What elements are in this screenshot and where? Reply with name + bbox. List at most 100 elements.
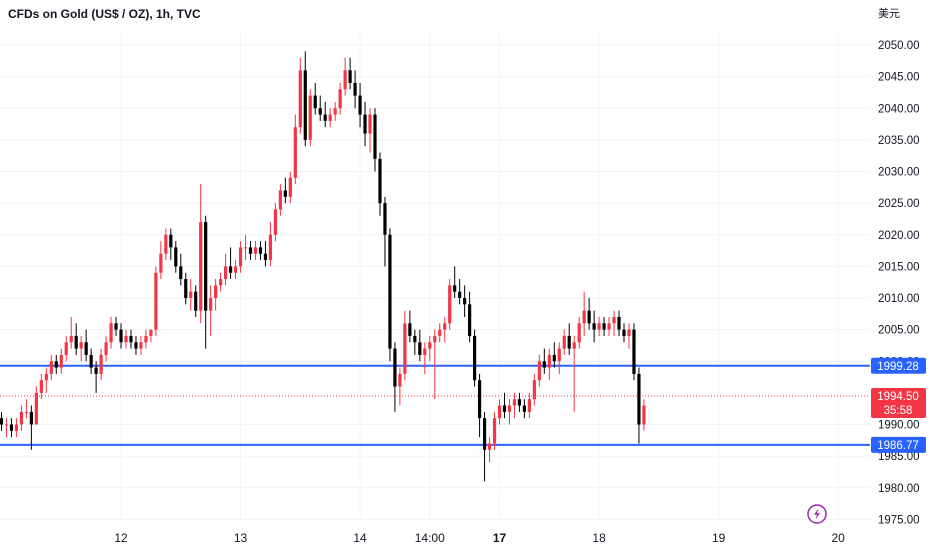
candle[interactable]: [617, 310, 621, 336]
candle[interactable]: [214, 279, 218, 311]
candle[interactable]: [174, 241, 178, 273]
candle[interactable]: [248, 241, 253, 261]
candle[interactable]: [408, 310, 412, 343]
candle[interactable]: [194, 285, 198, 317]
candle[interactable]: [622, 323, 626, 343]
candle[interactable]: [164, 228, 168, 261]
candle[interactable]: [577, 316, 581, 349]
candle[interactable]: [428, 335, 432, 362]
candle[interactable]: [94, 361, 98, 393]
candle[interactable]: [189, 279, 193, 311]
candle[interactable]: [393, 342, 397, 412]
candle[interactable]: [144, 329, 148, 349]
candle[interactable]: [497, 399, 502, 425]
candle[interactable]: [69, 316, 73, 349]
candle[interactable]: [308, 89, 312, 147]
candle[interactable]: [184, 272, 188, 305]
candle[interactable]: [542, 348, 546, 374]
candle[interactable]: [243, 234, 248, 261]
candle[interactable]: [84, 329, 88, 362]
candle[interactable]: [398, 367, 402, 406]
candle[interactable]: [228, 247, 233, 280]
candle[interactable]: [358, 82, 362, 128]
candle[interactable]: [637, 367, 641, 444]
candle[interactable]: [567, 323, 571, 355]
candle[interactable]: [438, 323, 442, 343]
candle[interactable]: [109, 316, 113, 349]
candle[interactable]: [368, 108, 372, 153]
lightning-icon[interactable]: [807, 504, 827, 524]
candle[interactable]: [433, 329, 437, 400]
candle[interactable]: [19, 405, 24, 431]
candle[interactable]: [44, 367, 48, 393]
candle[interactable]: [204, 215, 208, 349]
candle[interactable]: [253, 241, 258, 261]
candle[interactable]: [547, 348, 551, 381]
candle[interactable]: [473, 329, 477, 387]
candle[interactable]: [403, 310, 407, 381]
candle[interactable]: [238, 241, 243, 273]
candle[interactable]: [134, 335, 138, 355]
candle[interactable]: [328, 108, 332, 128]
candle[interactable]: [0, 411, 4, 431]
candle[interactable]: [263, 241, 268, 267]
currency-label[interactable]: 美元: [878, 7, 900, 20]
candle[interactable]: [64, 335, 68, 362]
candle[interactable]: [468, 291, 472, 343]
candle[interactable]: [597, 316, 601, 336]
candle[interactable]: [39, 373, 43, 400]
candle[interactable]: [179, 253, 183, 286]
candle[interactable]: [34, 386, 38, 425]
candle[interactable]: [477, 373, 482, 438]
candle[interactable]: [59, 348, 63, 374]
candle[interactable]: [532, 373, 536, 406]
candle[interactable]: [557, 342, 561, 374]
candle[interactable]: [79, 335, 83, 362]
candle[interactable]: [487, 437, 492, 463]
candle[interactable]: [298, 57, 302, 134]
candle[interactable]: [582, 291, 586, 336]
candle[interactable]: [9, 418, 14, 438]
candle[interactable]: [423, 342, 427, 374]
candle[interactable]: [627, 323, 631, 349]
candle[interactable]: [219, 272, 223, 292]
candle[interactable]: [49, 354, 53, 381]
candle[interactable]: [458, 279, 462, 305]
candle[interactable]: [482, 411, 487, 482]
candle[interactable]: [562, 329, 566, 355]
candle[interactable]: [572, 335, 576, 412]
candle[interactable]: [169, 228, 173, 261]
candle[interactable]: [388, 228, 392, 362]
candle[interactable]: [258, 241, 263, 261]
candle[interactable]: [233, 260, 238, 280]
candle[interactable]: [74, 323, 78, 355]
candle[interactable]: [537, 354, 541, 387]
candle[interactable]: [418, 329, 422, 362]
candle[interactable]: [149, 329, 153, 343]
candle[interactable]: [293, 114, 297, 185]
candle[interactable]: [323, 101, 327, 128]
time-axis[interactable]: 12 13 14 14:00 17 18 19 20: [114, 531, 845, 545]
candle[interactable]: [318, 95, 322, 121]
candle[interactable]: [313, 82, 317, 115]
candle[interactable]: [378, 152, 382, 216]
candle[interactable]: [353, 70, 357, 109]
candle[interactable]: [602, 316, 606, 336]
candle[interactable]: [29, 405, 33, 450]
candle[interactable]: [159, 241, 163, 280]
candle[interactable]: [124, 329, 128, 349]
candle[interactable]: [363, 101, 367, 147]
candle[interactable]: [383, 196, 387, 267]
candle[interactable]: [278, 184, 282, 216]
candle[interactable]: [129, 329, 133, 349]
candle[interactable]: [89, 348, 93, 374]
candle[interactable]: [443, 316, 447, 343]
candle[interactable]: [527, 392, 531, 419]
candle[interactable]: [333, 101, 337, 121]
candle[interactable]: [303, 51, 307, 147]
candle[interactable]: [607, 316, 611, 336]
candle[interactable]: [54, 354, 58, 374]
candle[interactable]: [348, 57, 352, 90]
candle[interactable]: [283, 177, 287, 204]
